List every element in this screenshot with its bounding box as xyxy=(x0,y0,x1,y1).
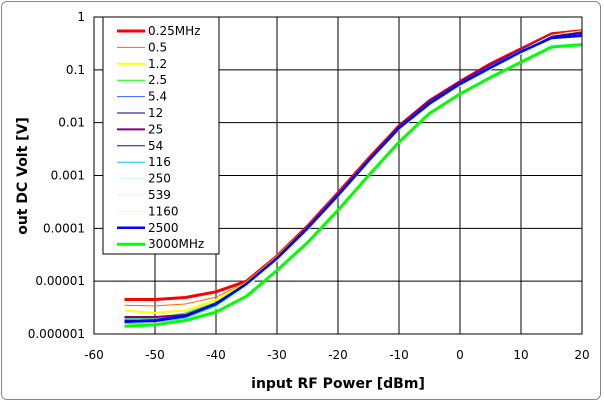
x-tick-labels: -60 -50 -40 -30 -20 -10 0 10 20 xyxy=(84,348,589,362)
legend-label: 2.5 xyxy=(148,73,167,87)
series-line-2500 xyxy=(124,34,583,324)
x-tick-label: -10 xyxy=(389,348,409,362)
legend-label: 3000MHz xyxy=(148,237,204,251)
y-axis-label: out DC Volt [V] xyxy=(15,117,31,235)
y-tick-label: 0.1 xyxy=(66,63,85,77)
y-tick-label: 0.001 xyxy=(51,169,85,183)
legend-label: 1.2 xyxy=(148,57,167,71)
legend-label: 0.5 xyxy=(148,40,167,54)
x-tick-label: -50 xyxy=(145,348,165,362)
x-tick-label: -20 xyxy=(328,348,348,362)
legend-label: 116 xyxy=(148,155,171,169)
y-tick-label: 0.0001 xyxy=(43,221,85,235)
legend-label: 0.25MHz xyxy=(148,24,200,38)
x-tick-label: 0 xyxy=(456,348,464,362)
legend-label: 2500 xyxy=(148,221,179,235)
x-tick-label: 10 xyxy=(513,348,528,362)
y-tick-label: 0.00001 xyxy=(35,274,85,288)
legend-label: 1160 xyxy=(148,204,179,218)
x-tick-label: -60 xyxy=(84,348,104,362)
legend: 0.25MHz 0.5 1.2 2.5 5.4 12 25 54 116 250 539 1160 25… xyxy=(102,16,220,255)
y-tick-label: 1 xyxy=(77,10,85,24)
y-tick-labels: 1 0.1 0.01 0.001 0.0001 0.00001 0.000001 xyxy=(28,10,85,341)
series-group xyxy=(124,29,583,328)
x-axis-label: input RF Power [dBm] xyxy=(251,376,425,392)
legend-label: 12 xyxy=(148,106,163,120)
legend-label: 5.4 xyxy=(148,90,167,104)
legend-box xyxy=(102,16,220,255)
legend-label: 539 xyxy=(148,188,171,202)
x-tick-label: -40 xyxy=(206,348,226,362)
legend-label: 54 xyxy=(148,139,163,153)
x-tick-label: -30 xyxy=(267,348,287,362)
legend-label: 250 xyxy=(148,172,171,186)
y-tick-label: 0.000001 xyxy=(28,327,85,341)
x-tick-label: 20 xyxy=(574,348,589,362)
plot-area xyxy=(93,16,583,335)
legend-label: 25 xyxy=(148,122,163,136)
series-line-3000MHz xyxy=(124,43,583,328)
y-tick-label: 0.01 xyxy=(58,116,85,130)
